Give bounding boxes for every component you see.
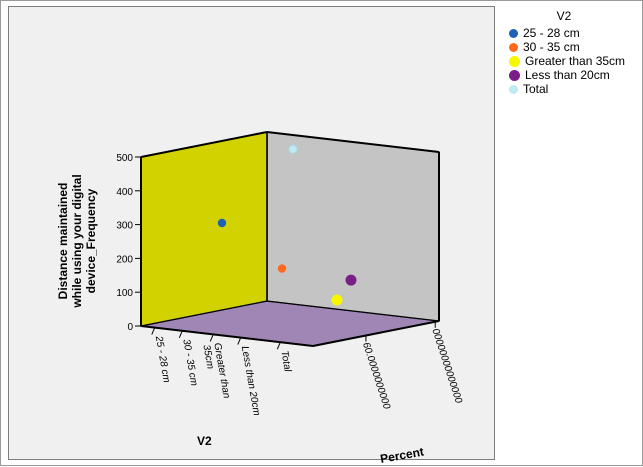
legend-items: 25 - 28 cm 30 - 35 cm Greater than 35cm Les… xyxy=(503,26,639,96)
legend-label: Total xyxy=(523,82,549,96)
x-tick xyxy=(209,334,214,342)
circle-marker-icon xyxy=(509,42,518,52)
z-axis-line xyxy=(312,320,440,347)
left-wall xyxy=(140,131,268,327)
legend-label: Less than 20cm xyxy=(525,68,610,82)
x-tick-label-line: 30 - 35 cm xyxy=(180,338,199,386)
x-tick-label: 30 - 35 cm xyxy=(180,338,199,386)
circle-marker-icon xyxy=(509,55,520,67)
y-axis-title-line: device_Frequency xyxy=(84,188,98,293)
y-axis-title: Distance maintainedwhile using your digi… xyxy=(56,174,98,308)
back-wall xyxy=(266,131,440,322)
y-tick-label: 500 xyxy=(116,153,133,164)
x-tick xyxy=(237,337,242,345)
x-tick xyxy=(276,342,281,350)
x-tick-label-line: Less than 20cm xyxy=(239,345,262,416)
z-tick-label: 00000000000000 xyxy=(429,327,464,405)
circle-marker-icon xyxy=(509,28,518,38)
y-tick-label: 200 xyxy=(116,254,133,265)
data-point xyxy=(288,144,298,154)
y-tick-label: 400 xyxy=(116,187,133,198)
y-axis-title-line: while using your digital xyxy=(70,174,84,308)
data-point xyxy=(331,294,343,306)
x-tick-label: 25 - 28 cm xyxy=(153,334,172,383)
x-tick xyxy=(178,330,183,338)
top-edge-line xyxy=(266,131,440,153)
legend-item: Less than 20cm xyxy=(503,68,639,82)
data-point xyxy=(345,274,357,286)
x-tick xyxy=(151,327,156,335)
legend-label: 30 - 35 cm xyxy=(523,40,580,54)
legend-item: 25 - 28 cm xyxy=(503,26,639,40)
y-axis-title-line: Distance maintained xyxy=(56,183,70,300)
legend-title: V2 xyxy=(556,9,572,23)
legend: V2 25 - 28 cm 30 - 35 cm Greater than 35cm… xyxy=(503,9,639,96)
x-axis-line xyxy=(140,325,314,347)
data-point xyxy=(277,264,287,273)
legend-item: Total xyxy=(503,82,639,96)
legend-label: Greater than 35cm xyxy=(525,54,626,68)
circle-marker-icon xyxy=(509,84,518,94)
top-edge-line xyxy=(140,131,268,158)
x-tick-label: Total xyxy=(278,350,293,374)
x-tick-label: Less than 20cm xyxy=(239,345,262,416)
y-tick-label: 100 xyxy=(116,288,133,299)
circle-marker-icon xyxy=(509,69,520,81)
z-axis-title: Percent xyxy=(379,445,425,466)
x-tick-label: Greater than35cm xyxy=(200,342,231,402)
legend-label: 25 - 28 cm xyxy=(523,26,580,40)
y-tick-label: 0 xyxy=(127,322,133,333)
y-tick-label: 300 xyxy=(116,221,133,232)
x-tick-label-line: Total xyxy=(278,350,293,374)
x-tick-label-line: 35cm xyxy=(200,344,215,370)
z-tick-label: 60.0000000000 xyxy=(360,341,392,411)
legend-item: Greater than 35cm xyxy=(503,54,639,68)
x-tick-label-line: 25 - 28 cm xyxy=(153,334,172,383)
data-point xyxy=(217,218,227,228)
x-axis-title: V2 xyxy=(197,434,212,448)
x-tick-label-line: Greater than xyxy=(211,342,232,400)
legend-item: 30 - 35 cm xyxy=(503,40,639,54)
